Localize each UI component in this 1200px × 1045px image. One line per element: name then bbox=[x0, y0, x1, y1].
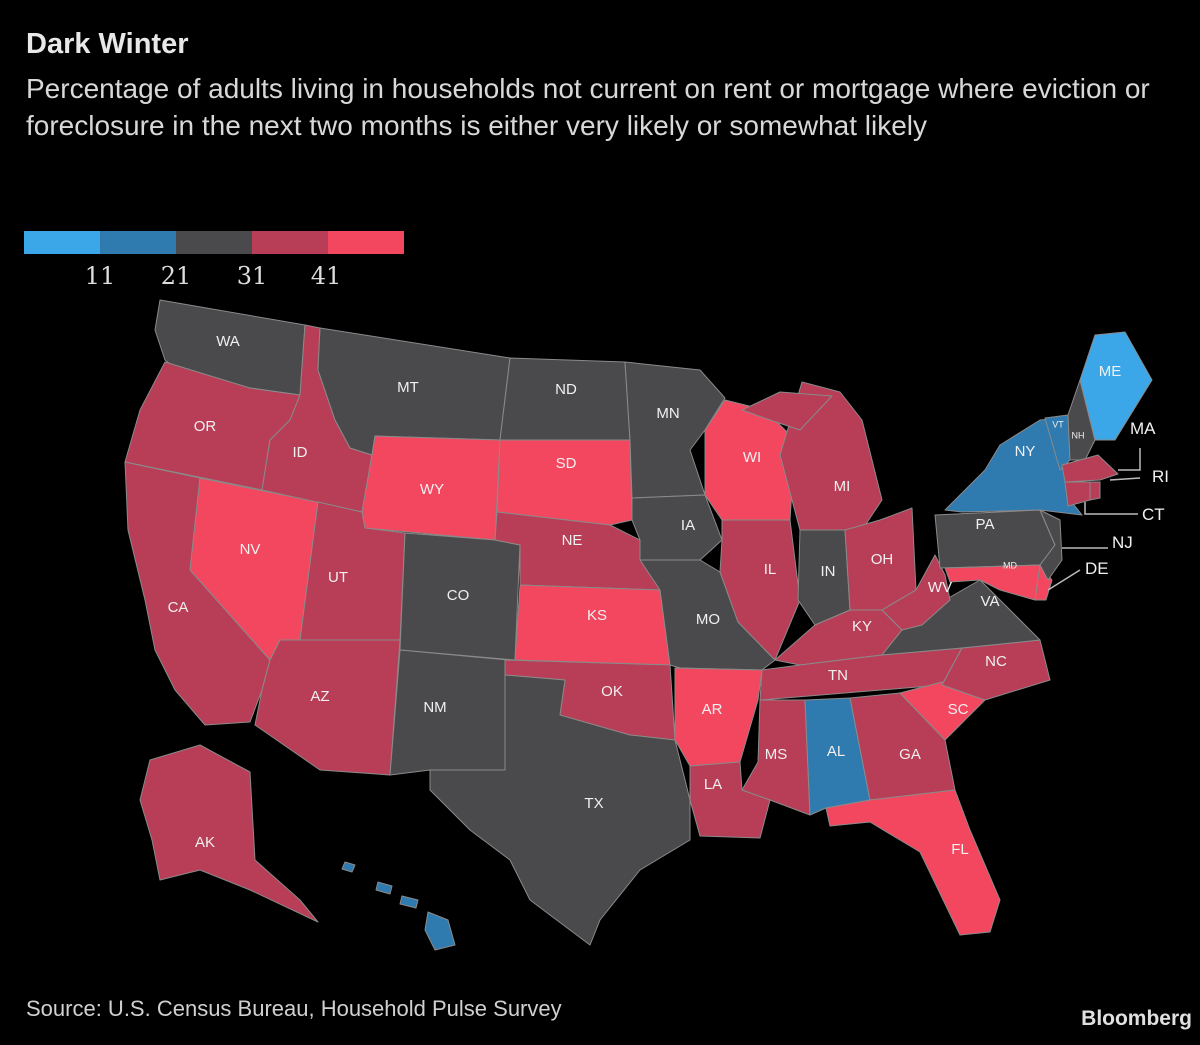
state-label-ne: NE bbox=[562, 532, 583, 549]
state-label-la: LA bbox=[704, 776, 722, 793]
color-legend bbox=[24, 231, 404, 254]
state-label-ok: OK bbox=[601, 683, 623, 700]
legend-tick: 11 bbox=[84, 262, 116, 290]
state-label-ar: AR bbox=[702, 701, 723, 718]
state-label-ny: NY bbox=[1015, 443, 1036, 460]
state-label-ut: UT bbox=[328, 569, 348, 586]
state-label-mn: MN bbox=[656, 405, 679, 422]
state-az bbox=[254, 639, 401, 776]
state-label-me: ME bbox=[1099, 363, 1122, 380]
state-label-nv: NV bbox=[240, 541, 261, 558]
state-ma bbox=[1061, 454, 1119, 483]
state-label-ri: RI bbox=[1152, 467, 1169, 486]
legend-swatch-2 bbox=[176, 231, 252, 254]
state-hi bbox=[375, 881, 393, 895]
source-note: Source: U.S. Census Bureau, Household Pu… bbox=[26, 996, 562, 1021]
state-label-fl: FL bbox=[951, 841, 969, 858]
state-sd bbox=[496, 439, 633, 526]
state-label-nc: NC bbox=[985, 653, 1007, 670]
state-la bbox=[689, 761, 771, 839]
state-label-mo: MO bbox=[696, 611, 720, 628]
state-label-wv: WV bbox=[928, 579, 952, 596]
state-il bbox=[719, 519, 801, 661]
state-nm bbox=[389, 649, 509, 776]
state-ks bbox=[514, 584, 671, 666]
state-label-vt: VT bbox=[1052, 419, 1064, 429]
state-label-ms: MS bbox=[765, 746, 788, 763]
state-label-ga: GA bbox=[899, 746, 921, 763]
state-label-de: DE bbox=[1085, 559, 1109, 578]
leader-lines bbox=[1047, 448, 1141, 591]
state-nh bbox=[1067, 379, 1096, 461]
state-ia bbox=[631, 494, 723, 561]
state-label-ky: KY bbox=[852, 618, 872, 635]
state-ct bbox=[1064, 481, 1091, 507]
legend-tick: 31 bbox=[236, 262, 268, 290]
state-ri bbox=[1089, 481, 1101, 501]
state-hi bbox=[424, 911, 456, 951]
state-label-ks: KS bbox=[587, 607, 607, 624]
state-label-il: IL bbox=[764, 561, 777, 578]
state-label-mi: MI bbox=[834, 478, 851, 495]
legend-tick: 21 bbox=[160, 262, 192, 290]
state-label-sd: SD bbox=[556, 455, 577, 472]
state-label-nd: ND bbox=[555, 381, 577, 398]
state-label-sc: SC bbox=[948, 701, 969, 718]
chart-subtitle: Percentage of adults living in household… bbox=[26, 73, 1150, 141]
state-label-mt: MT bbox=[397, 379, 419, 396]
legend-swatch-3 bbox=[252, 231, 328, 254]
state-label-az: AZ bbox=[310, 688, 329, 705]
state-label-ca: CA bbox=[168, 599, 189, 616]
legend-tick: 41 bbox=[310, 262, 342, 290]
state-label-nm: NM bbox=[423, 699, 446, 716]
legend-swatch-4 bbox=[328, 231, 404, 254]
state-label-in: IN bbox=[821, 563, 836, 580]
state-label-or: OR bbox=[194, 418, 217, 435]
state-fl bbox=[825, 789, 1001, 936]
state-hi bbox=[341, 861, 356, 873]
state-nc bbox=[941, 639, 1051, 701]
state-tx bbox=[429, 674, 691, 946]
state-label-ct: CT bbox=[1142, 505, 1165, 524]
state-label-tn: TN bbox=[828, 667, 848, 684]
state-co bbox=[399, 532, 521, 661]
state-mn bbox=[624, 361, 726, 499]
state-label-nh: NH bbox=[1072, 430, 1085, 440]
state-me bbox=[1079, 331, 1153, 441]
state-mi bbox=[741, 391, 833, 431]
state-label-co: CO bbox=[447, 587, 470, 604]
state-hi bbox=[399, 895, 419, 909]
legend-swatch-1 bbox=[100, 231, 176, 254]
state-label-ma: MA bbox=[1130, 419, 1156, 438]
bloomberg-logo: Bloomberg bbox=[1081, 1007, 1192, 1030]
state-label-id: ID bbox=[293, 444, 308, 461]
state-label-pa: PA bbox=[976, 516, 995, 533]
state-mo bbox=[639, 559, 776, 671]
state-label-ia: IA bbox=[681, 517, 695, 534]
state-label-ak: AK bbox=[195, 834, 215, 851]
state-ga bbox=[849, 692, 956, 801]
state-nj bbox=[1039, 509, 1063, 581]
state-label-tx: TX bbox=[584, 795, 603, 812]
state-label-oh: OH bbox=[871, 551, 894, 568]
state-label-nj: NJ bbox=[1112, 533, 1133, 552]
state-label-al: AL bbox=[827, 743, 845, 760]
state-label-wy: WY bbox=[420, 481, 444, 498]
state-label-wa: WA bbox=[216, 333, 240, 350]
state-label-va: VA bbox=[981, 593, 1000, 610]
legend-swatch-0 bbox=[24, 231, 100, 254]
state-pa bbox=[934, 509, 1056, 569]
state-label-md: MD bbox=[1003, 560, 1017, 570]
state-wv bbox=[881, 554, 951, 631]
state-label-wi: WI bbox=[743, 449, 761, 466]
state-nd bbox=[499, 357, 631, 441]
chart-title: Dark Winter bbox=[26, 28, 189, 60]
state-ak bbox=[139, 744, 319, 923]
